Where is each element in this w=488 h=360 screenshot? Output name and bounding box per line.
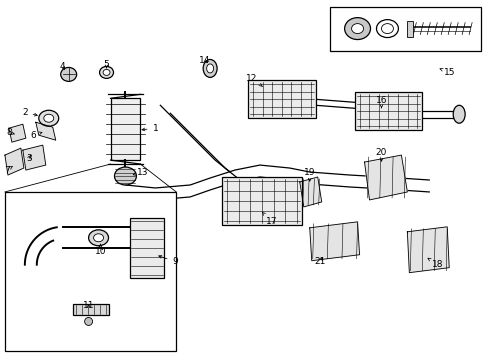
Text: 14: 14 bbox=[198, 56, 209, 65]
Ellipse shape bbox=[61, 67, 77, 81]
Polygon shape bbox=[23, 145, 46, 170]
Polygon shape bbox=[407, 227, 448, 273]
Bar bbox=[247, 80, 315, 118]
Text: 19: 19 bbox=[304, 167, 315, 181]
Polygon shape bbox=[299, 177, 321, 207]
Polygon shape bbox=[9, 124, 26, 142]
Text: 17: 17 bbox=[262, 212, 277, 226]
Text: 5: 5 bbox=[103, 60, 109, 69]
Text: 6: 6 bbox=[30, 131, 42, 140]
Ellipse shape bbox=[452, 105, 464, 123]
Text: 9: 9 bbox=[159, 256, 178, 266]
Text: 1: 1 bbox=[142, 124, 158, 133]
Text: 8: 8 bbox=[6, 128, 15, 137]
Polygon shape bbox=[364, 155, 407, 200]
Bar bbox=[329, 7, 480, 50]
Ellipse shape bbox=[351, 24, 363, 33]
Text: 10: 10 bbox=[95, 244, 106, 256]
Text: 12: 12 bbox=[246, 74, 262, 87]
Ellipse shape bbox=[84, 318, 92, 325]
Bar bbox=[354, 92, 422, 130]
Bar bbox=[130, 218, 164, 278]
Text: 2: 2 bbox=[22, 108, 37, 117]
Polygon shape bbox=[36, 122, 56, 140]
Text: 18: 18 bbox=[427, 258, 442, 269]
Ellipse shape bbox=[114, 167, 136, 185]
Ellipse shape bbox=[39, 110, 59, 126]
Bar bbox=[407, 21, 412, 37]
Ellipse shape bbox=[203, 59, 217, 77]
Ellipse shape bbox=[88, 230, 108, 246]
Ellipse shape bbox=[344, 18, 370, 40]
Bar bbox=[73, 303, 108, 315]
Text: 3: 3 bbox=[26, 154, 32, 163]
Text: 16: 16 bbox=[375, 96, 386, 108]
Text: 4: 4 bbox=[60, 62, 65, 71]
Ellipse shape bbox=[206, 64, 213, 73]
Ellipse shape bbox=[100, 67, 113, 78]
Text: 11: 11 bbox=[82, 301, 94, 310]
Bar bbox=[5, 192, 176, 351]
Text: 13: 13 bbox=[133, 167, 148, 176]
Polygon shape bbox=[309, 222, 359, 261]
Polygon shape bbox=[5, 148, 24, 175]
Ellipse shape bbox=[44, 114, 54, 122]
Ellipse shape bbox=[103, 69, 110, 75]
Text: 21: 21 bbox=[313, 257, 325, 266]
Ellipse shape bbox=[93, 234, 103, 242]
Bar bbox=[222, 177, 301, 225]
Bar bbox=[110, 98, 140, 160]
Text: 15: 15 bbox=[439, 68, 454, 77]
Text: 20: 20 bbox=[375, 148, 386, 161]
Text: 7: 7 bbox=[4, 166, 13, 175]
